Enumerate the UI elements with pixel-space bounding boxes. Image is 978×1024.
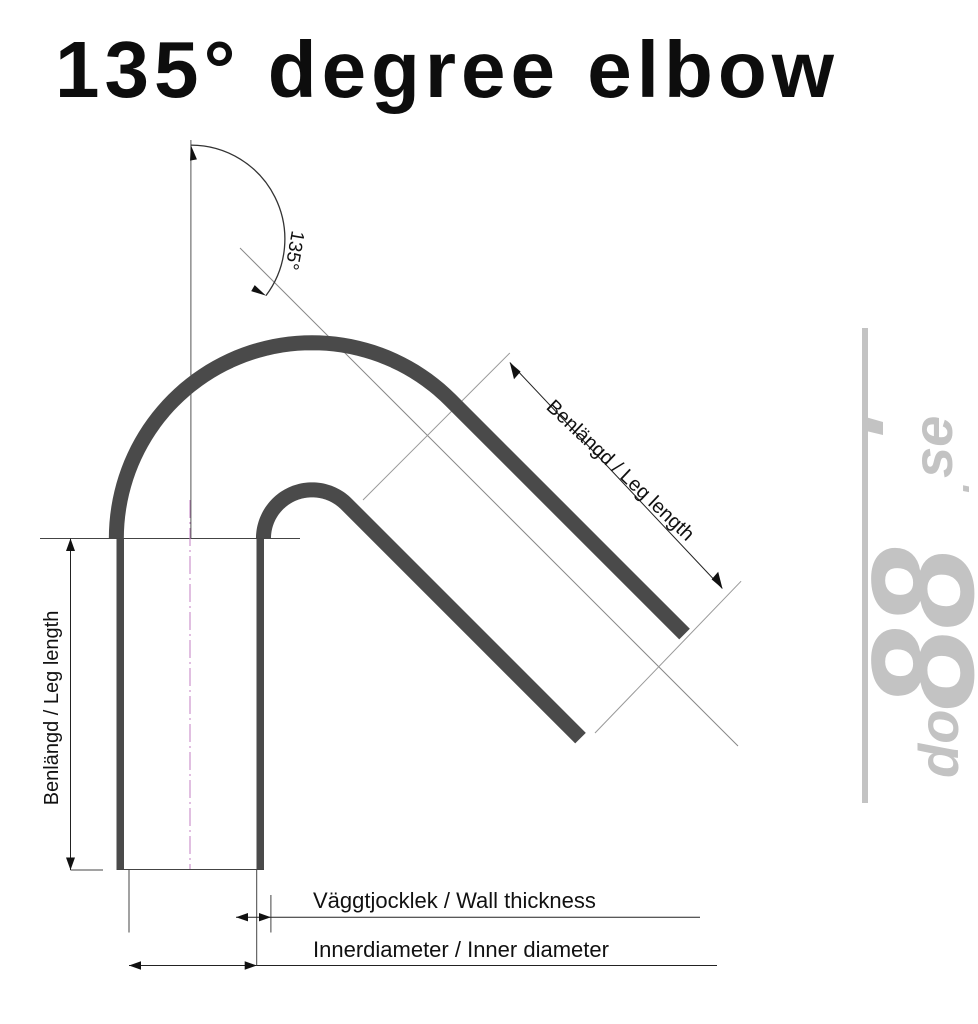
svg-text:.: . [934,482,978,493]
svg-text:se: se [901,416,964,478]
svg-text:Innerdiameter / Inner diameter: Innerdiameter / Inner diameter [313,937,609,962]
svg-text:do: do [907,710,970,778]
svg-text:Väggtjocklek / Wall thickness: Väggtjocklek / Wall thickness [313,888,596,913]
svg-text:Benlängd / Leg length: Benlängd / Leg length [41,611,63,806]
svg-text:88: 88 [841,548,978,710]
